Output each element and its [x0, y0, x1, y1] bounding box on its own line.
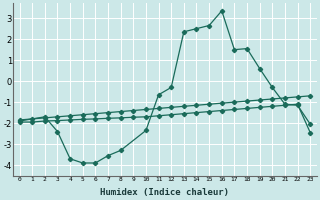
- X-axis label: Humidex (Indice chaleur): Humidex (Indice chaleur): [100, 188, 229, 197]
